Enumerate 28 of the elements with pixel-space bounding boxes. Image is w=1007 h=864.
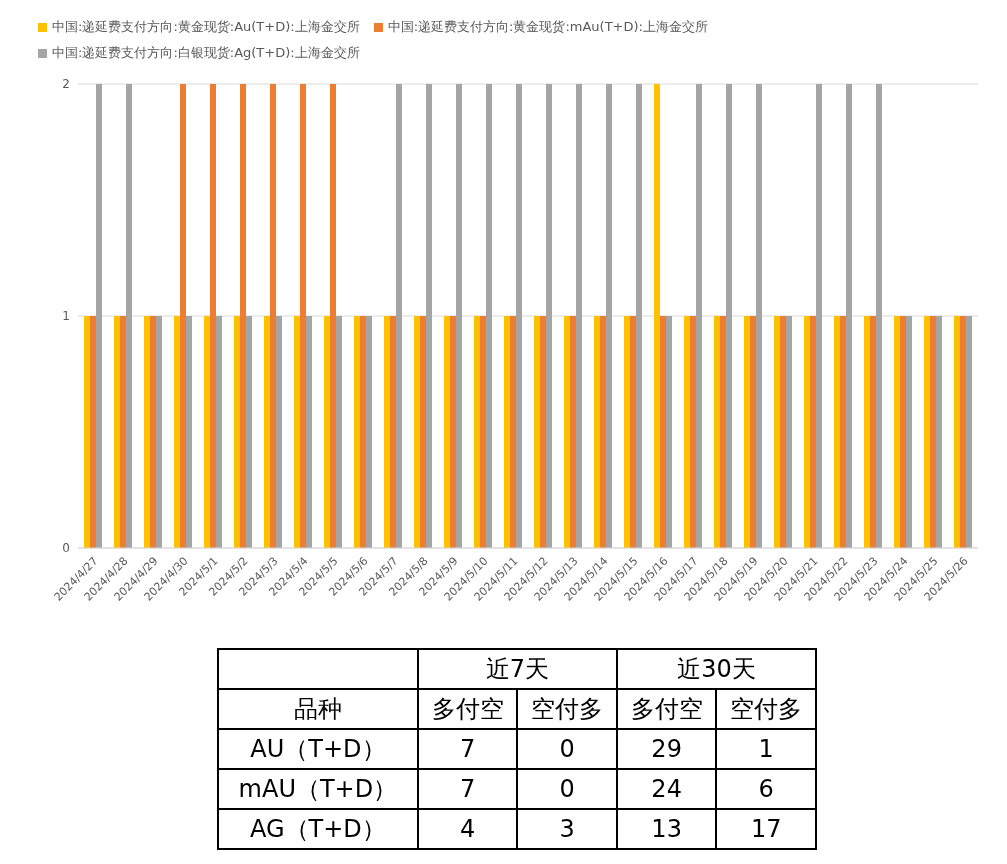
x-tick-label: 空付多 [517,689,617,729]
x-tick-label: 空付多 [716,689,816,729]
y-tick-label: AG（T+D） [218,809,418,849]
y-tick-label: mAU（T+D） [218,769,418,809]
y-tick-label: 0 [62,541,70,556]
data-label: 7 [417,769,518,809]
data-label: 4 [417,809,518,849]
data-label: 3 [517,809,617,849]
data-label: 24 [616,769,717,809]
data-label: 17 [716,809,816,849]
data-label: 29 [616,729,717,769]
y-tick-label: 1 [62,309,70,324]
legend-label: 中国:递延费支付方向:黄金现货:mAu(T+D):上海金交所 [386,18,708,36]
data-label: 1 [716,729,816,769]
text: 近7天 [417,649,617,689]
legend-label: 中国:递延费支付方向:黄金现货:Au(T+D):上海金交所 [51,18,360,36]
data-label: 6 [716,769,816,809]
text: 近30天 [616,649,816,689]
y-tick-label: 2 [62,77,70,92]
data-label: 13 [616,809,717,849]
y-axis-title: 品种 [218,689,418,729]
x-tick-label: 多付空 [417,689,518,729]
data-label: 0 [517,729,617,769]
data-label: 0 [517,769,617,809]
y-tick-label: AU（T+D） [218,729,418,769]
data-label: 7 [417,729,518,769]
legend-label: 中国:递延费支付方向:白银现货:Ag(T+D):上海金交所 [51,44,360,62]
x-tick-label: 多付空 [616,689,717,729]
